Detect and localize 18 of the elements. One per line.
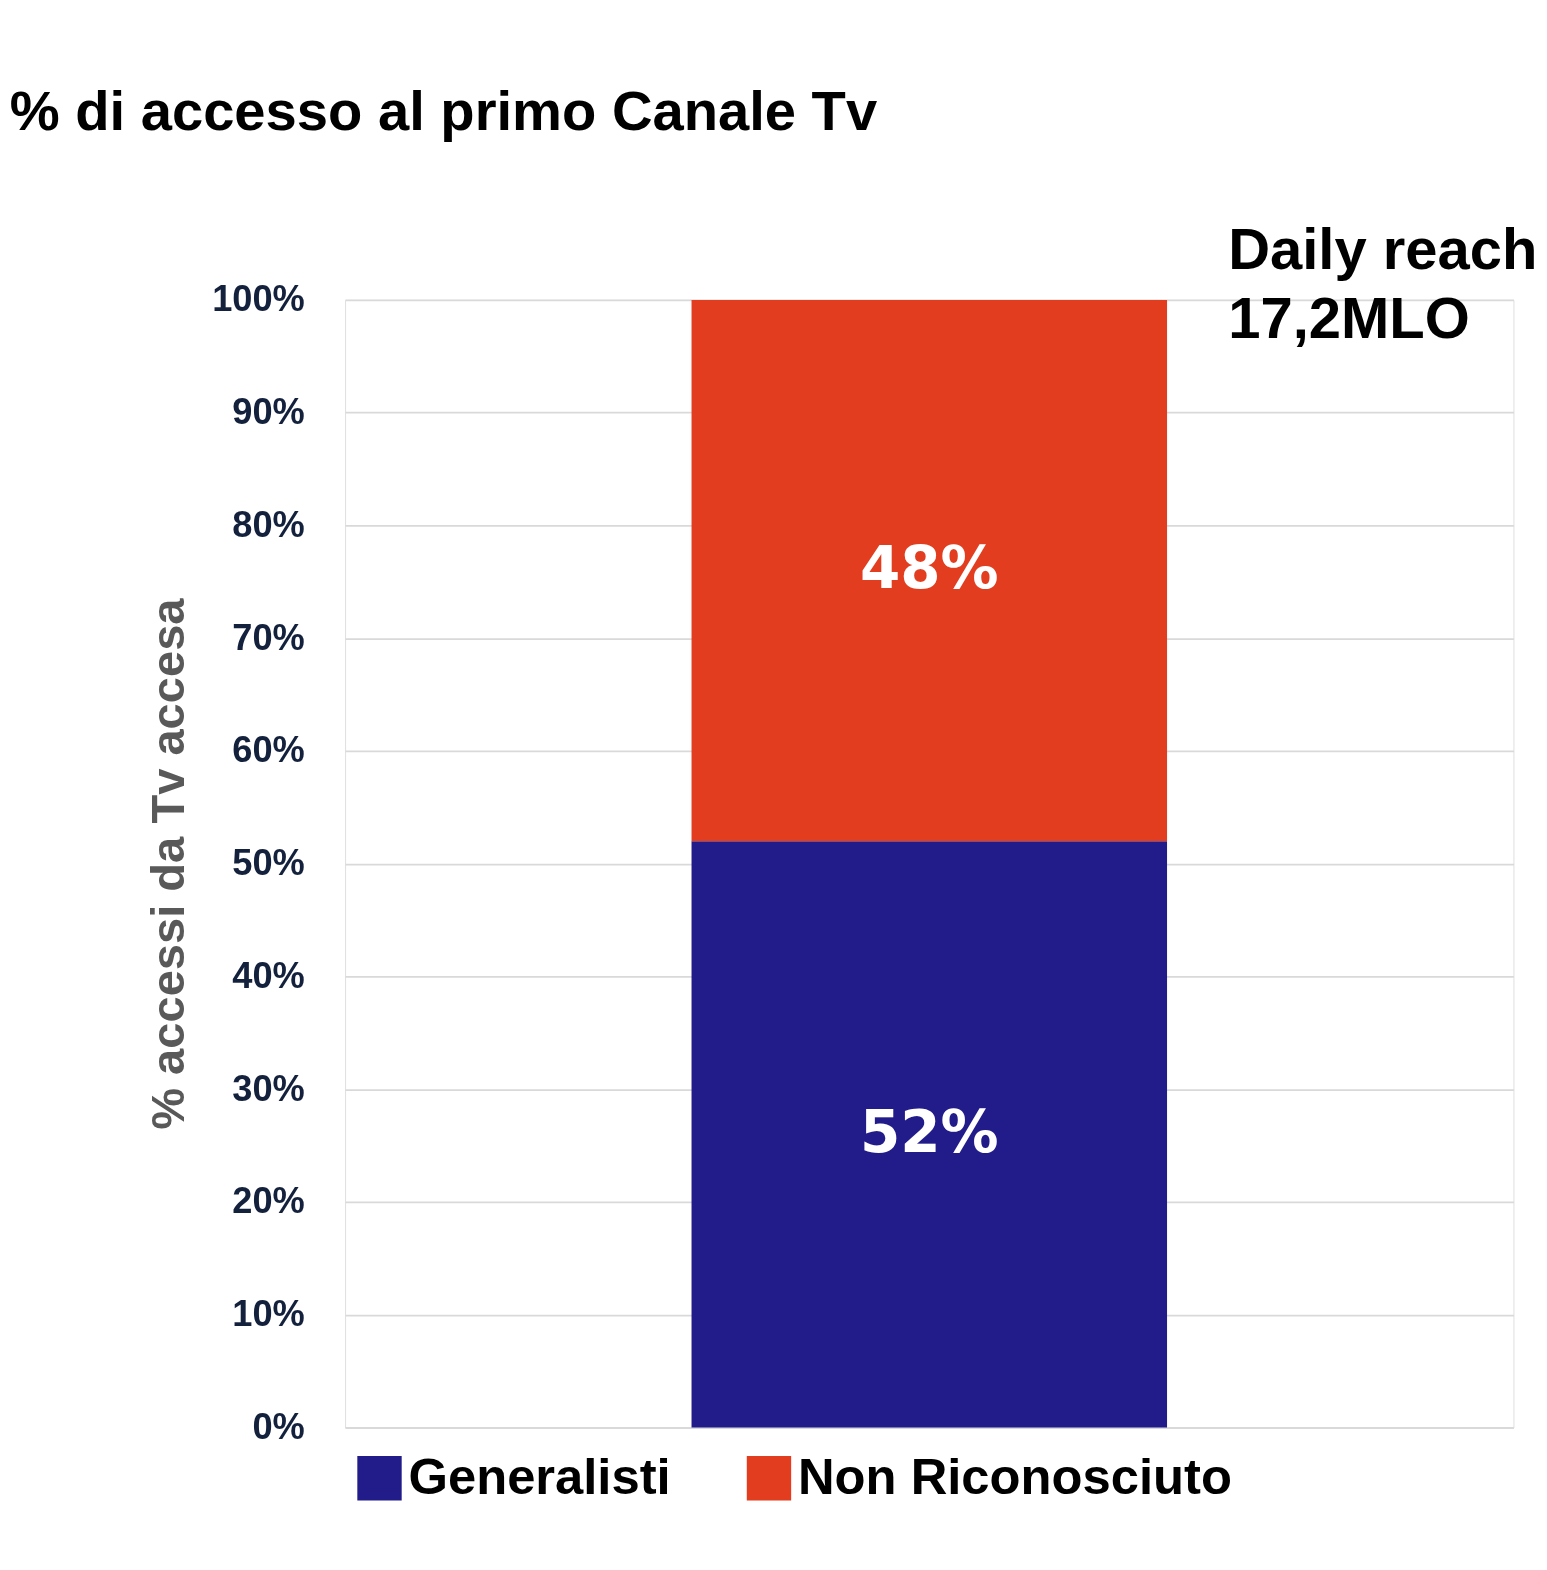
y-tick-label: 100% xyxy=(212,278,305,320)
y-tick-label: 10% xyxy=(232,1293,305,1335)
data-label: 52% xyxy=(859,1097,999,1166)
y-tick-label: 40% xyxy=(232,954,305,996)
y-tick-label: 0% xyxy=(252,1405,305,1447)
data-label: 48% xyxy=(859,533,999,602)
annotation: Daily reach 17,2MLO xyxy=(1228,217,1538,350)
legend-label: Non Riconosciuto xyxy=(797,1447,1232,1505)
y-tick-label: 70% xyxy=(232,616,305,658)
y-tick-label: 60% xyxy=(232,729,305,771)
y-tick-label: 50% xyxy=(232,842,305,884)
legend-label: Generalisti xyxy=(408,1447,671,1505)
y-tick-label: 90% xyxy=(232,390,305,432)
y-tick-label: 30% xyxy=(232,1067,305,1109)
y-tick-label: 80% xyxy=(232,503,305,545)
y-tick-label: 20% xyxy=(232,1180,305,1222)
chart-title: % di accesso al primo Canale Tv xyxy=(9,78,878,142)
y-axis-title: % accessi da Tv accesa xyxy=(141,597,195,1130)
